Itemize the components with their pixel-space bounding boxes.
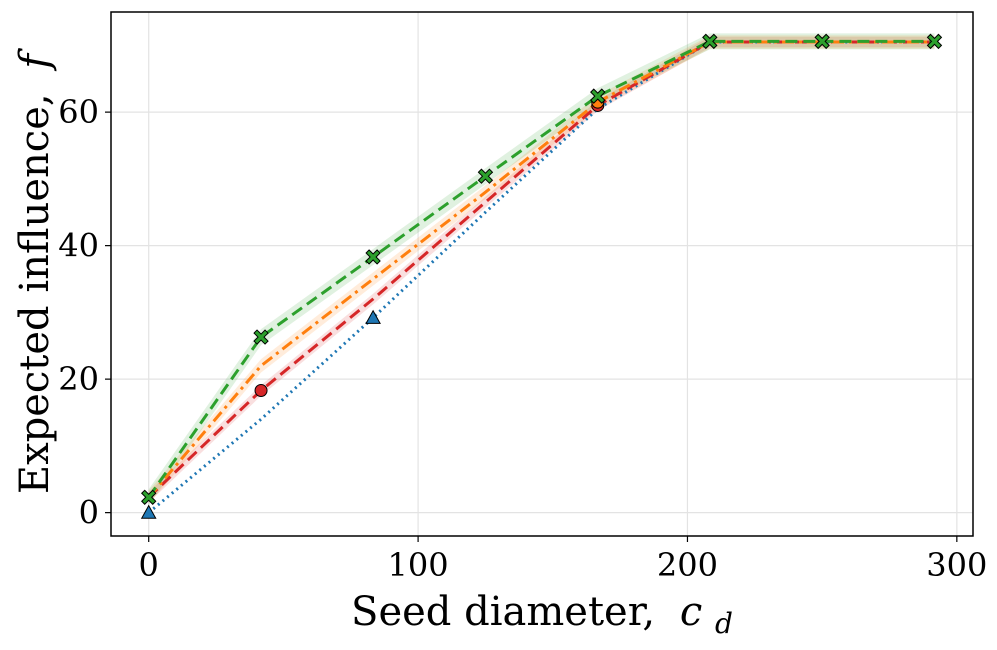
plot-frame	[110, 11, 974, 537]
series-1-line	[147, 40, 935, 499]
series-3-band	[148, 33, 935, 506]
y-tick-label: 40	[58, 227, 99, 265]
series-3-line	[147, 39, 935, 499]
grid	[111, 12, 973, 536]
series-0-point	[140, 504, 157, 519]
y-tick-label: 20	[58, 360, 99, 398]
x-axis-label-subscript: d	[715, 607, 733, 640]
y-axis-label: Expected influence, f	[12, 48, 58, 494]
series-3-point	[702, 33, 718, 50]
series-3-point	[253, 329, 269, 345]
axis-ticks: 0 100 200 300 0 20 40 60	[58, 93, 987, 584]
series-3-point	[141, 489, 157, 505]
x-tick-label: 300	[926, 546, 987, 584]
series-3-point	[926, 33, 943, 50]
series-3-point	[590, 88, 606, 104]
y-axis-label-text: Expected influence,	[12, 93, 58, 494]
y-tick-label: 0	[79, 494, 99, 532]
series-lines	[147, 39, 935, 514]
y-tick-label: 60	[58, 93, 99, 131]
series-2-band	[148, 35, 935, 504]
y-axis-label-symbol: f	[12, 48, 58, 72]
x-tick-label: 200	[657, 546, 718, 584]
confidence-bands	[148, 33, 935, 506]
series-markers	[140, 33, 943, 519]
series-0-point	[365, 309, 381, 324]
series-3-point	[365, 249, 381, 265]
series-1-point	[254, 383, 268, 397]
series-1-band	[148, 36, 935, 503]
x-tick-label: 100	[388, 546, 449, 584]
series-3-point	[477, 168, 494, 184]
series-2-line	[147, 40, 935, 499]
x-axis-label-symbol: c	[680, 589, 702, 635]
x-axis-label: Seed diameter, c d	[351, 589, 733, 640]
x-tick-label: 0	[139, 546, 159, 584]
x-axis-label-text: Seed diameter,	[351, 589, 655, 635]
series-3-point	[814, 33, 830, 50]
